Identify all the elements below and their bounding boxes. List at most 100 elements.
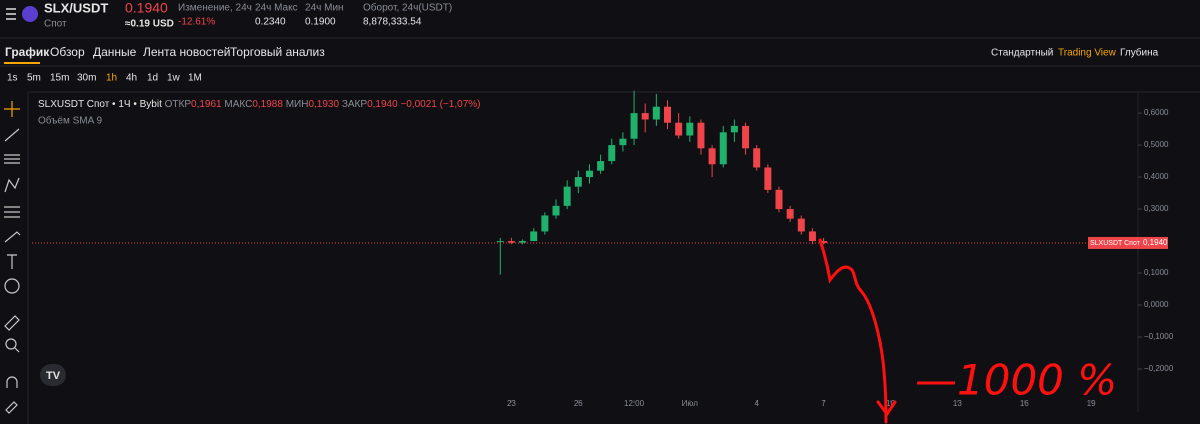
candle-body <box>797 218 805 232</box>
candle-body <box>507 241 515 243</box>
x-tick-label: 4 <box>754 399 759 408</box>
tab[interactable]: Данные <box>93 45 137 59</box>
candle-body <box>697 122 705 149</box>
stat-value: 0.1900 <box>305 17 336 28</box>
stat-value: -12.61% <box>178 17 215 28</box>
candle-body <box>719 132 727 165</box>
candle-body <box>786 209 794 219</box>
stat-label: 24ч Мин <box>305 3 344 14</box>
tab[interactable]: Торговый анализ <box>230 45 325 59</box>
candle-body <box>630 113 638 139</box>
price-usd: ≈0.19 USD <box>125 19 174 30</box>
y-tick-label: −0,1000 <box>1144 332 1174 341</box>
interval[interactable]: 1M <box>188 73 202 84</box>
candle-body <box>574 177 582 187</box>
price-tag-bg <box>1088 236 1140 249</box>
candle-body <box>530 231 538 242</box>
interval[interactable]: 5m <box>27 73 41 84</box>
stat-label: 24ч Макс <box>255 3 298 14</box>
legend-label: МИН <box>286 99 309 110</box>
price-tag-bg <box>1140 236 1168 249</box>
interval[interactable]: 4h <box>126 73 137 84</box>
candle-body <box>820 241 828 243</box>
legend-label: МАКС <box>224 99 252 110</box>
candle-body <box>541 215 549 232</box>
price-tag-value: 0,1940 <box>1143 238 1168 247</box>
interval[interactable]: 15m <box>50 73 69 84</box>
candle-body <box>563 186 571 206</box>
x-tick-label: 26 <box>574 399 583 408</box>
x-tick-label: 13 <box>953 399 962 408</box>
candle-body <box>597 161 605 171</box>
candle-body <box>675 122 683 136</box>
candle-body <box>641 113 649 120</box>
y-tick-label: 0,1000 <box>1144 268 1169 277</box>
x-tick-label: 10 <box>886 399 895 408</box>
left-toolbar <box>4 101 21 414</box>
candle-body <box>619 138 627 146</box>
tab[interactable]: Лента новостей <box>143 45 231 59</box>
volume-label: Объём SMA 9 <box>38 115 103 127</box>
tab[interactable]: График <box>5 45 50 59</box>
interval[interactable]: 1s <box>7 73 18 84</box>
legend-value: 0,1961 <box>191 99 222 110</box>
interval[interactable]: 1h <box>106 73 117 84</box>
y-tick-label: 0,4000 <box>1144 172 1169 181</box>
x-tick-label: 12:00 <box>624 399 645 408</box>
market: Спот <box>44 19 67 30</box>
view-option[interactable]: Стандартный <box>991 48 1053 59</box>
candle-body <box>730 125 738 133</box>
hand-drawn-arrow <box>818 238 897 424</box>
candle-body <box>742 125 750 149</box>
interval[interactable]: 1d <box>147 73 158 84</box>
x-tick-label: 7 <box>821 399 826 408</box>
candle-body <box>753 148 761 168</box>
legend-value: 0,1988 <box>252 99 283 110</box>
tv-logo <box>40 364 66 386</box>
tv-logo-text: TV <box>46 370 61 382</box>
x-tick-label: 23 <box>507 399 516 408</box>
candle-body <box>552 205 560 216</box>
candle-body <box>585 170 593 178</box>
y-tick-label: 0,5000 <box>1144 140 1169 149</box>
candle-body <box>496 241 504 243</box>
stat-value: 8,878,333.54 <box>363 17 422 28</box>
tab-underline <box>4 62 40 64</box>
coin-logo <box>22 6 38 22</box>
legend-value: 0,1930 <box>308 99 339 110</box>
stat-label: Оборот, 24ч(USDT) <box>363 2 452 14</box>
price: 0.1940 <box>125 0 168 16</box>
candle-body <box>519 241 527 243</box>
legend: SLXUSDT Спот • 1Ч • Bybit ОТКР0,1961 МАК… <box>38 99 481 110</box>
candle-body <box>708 148 716 165</box>
y-tick-label: 0,3000 <box>1144 204 1169 213</box>
price-tag-name: SLXUSDT Спот <box>1090 240 1141 247</box>
legend-label: ЗАКР <box>342 99 368 110</box>
candle-body <box>608 145 616 162</box>
tab[interactable]: Обзор <box>50 45 85 59</box>
y-tick-label: 0,6000 <box>1144 108 1169 117</box>
candle-body <box>764 167 772 190</box>
y-tick-label: −0,2000 <box>1144 364 1174 373</box>
stat-value: 0.2340 <box>255 17 286 28</box>
symbol: SLX/USDT <box>44 0 108 15</box>
legend-value: 0,1940 <box>367 99 398 110</box>
candle-body <box>686 122 694 136</box>
x-tick-label: Июл <box>682 399 699 408</box>
legend-symbol: SLXUSDT Спот • 1Ч • Bybit <box>38 99 162 110</box>
candle-body <box>808 231 816 242</box>
view-option[interactable]: Глубина <box>1120 47 1159 59</box>
view-option[interactable]: Trading View <box>1058 48 1117 59</box>
legend-change: −0,0021 (−1,07%) <box>400 99 480 110</box>
menu-icon[interactable] <box>6 8 16 20</box>
x-tick-label: 19 <box>1087 399 1096 408</box>
y-tick-label: 0,0000 <box>1144 300 1169 309</box>
interval[interactable]: 30m <box>77 73 96 84</box>
stat-label: Изменение, 24ч <box>178 3 252 14</box>
legend-label: ОТКР <box>165 99 192 110</box>
interval[interactable]: 1w <box>167 73 181 84</box>
x-tick-label: 16 <box>1020 399 1029 408</box>
